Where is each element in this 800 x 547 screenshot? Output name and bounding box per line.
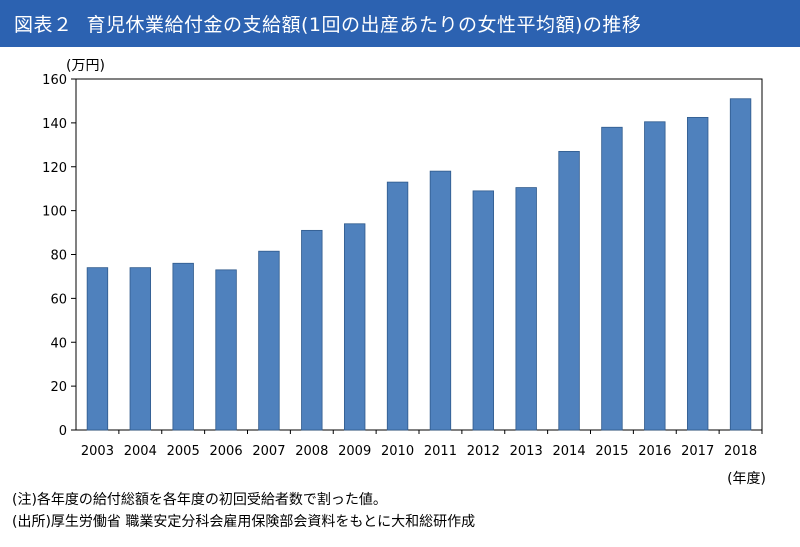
y-tick-label-7: 140 — [42, 117, 67, 132]
x-tick-label-2003: 2003 — [81, 444, 114, 459]
x-tick-label-2013: 2013 — [510, 444, 543, 459]
x-tick-label-2009: 2009 — [338, 444, 371, 459]
y-tick-label-1: 20 — [50, 380, 67, 395]
note-text: (注)各年度の給付総額を各年度の初回受給者数で割った値。 — [12, 492, 387, 508]
y-tick-label-8: 160 — [42, 73, 67, 88]
y-tick-label-4: 80 — [50, 249, 67, 264]
bar-chart: (万円) (年度) 0 20 40 60 80 100 120 140 160 2003 2004 2… — [42, 58, 766, 487]
bar-2003 — [86, 267, 109, 431]
figure-label: 図表２ — [14, 14, 73, 36]
bar-2012 — [472, 190, 495, 431]
bar-2004 — [129, 267, 152, 431]
x-tick-label-2012: 2012 — [467, 444, 500, 459]
y-tick-label-5: 100 — [42, 205, 67, 220]
x-tick-label-2006: 2006 — [210, 444, 243, 459]
notes: (注)各年度の給付総額を各年度の初回受給者数で割った値。 (出所)厚生労働省 職… — [12, 489, 475, 533]
source-text: (出所)厚生労働省 職業安定分科会雇用保険部会資料をもとに大和総研作成 — [12, 514, 476, 530]
x-tick-label-2014: 2014 — [553, 444, 586, 459]
bar-2016 — [644, 121, 666, 431]
x-axis-unit-label: (年度) — [727, 471, 766, 487]
bar-2014 — [558, 150, 580, 431]
bar-2006 — [215, 269, 237, 431]
plot-area: 0 20 40 60 80 100 120 140 160 2003 2004 2005 2006 200… — [42, 73, 763, 459]
bar-2015 — [601, 126, 623, 431]
y-axis-unit-label: (万円) — [66, 58, 105, 74]
figure-title: 図表２ 育児休業給付金の支給額(1回の出産あたりの女性平均額)の推移 — [0, 0, 800, 47]
x-tick-label-2010: 2010 — [381, 444, 414, 459]
y-tick-label-3: 60 — [50, 292, 67, 307]
bar-2009 — [343, 223, 366, 431]
y-tick-label-0: 0 — [59, 424, 67, 439]
figure-title-text: 育児休業給付金の支給額(1回の出産あたりの女性平均額)の推移 — [86, 14, 642, 36]
x-tick-label-2007: 2007 — [252, 444, 285, 459]
bar-2005 — [172, 262, 194, 431]
x-tick-label-2015: 2015 — [595, 444, 628, 459]
bar-2013 — [515, 187, 537, 431]
bar-2008 — [301, 229, 323, 431]
x-tick-label-2016: 2016 — [638, 444, 671, 459]
bar-2017 — [686, 116, 709, 431]
y-tick-label-2: 40 — [50, 336, 67, 351]
x-tick-label-2005: 2005 — [167, 444, 200, 459]
bar-2007 — [258, 250, 280, 431]
x-tick-label-2017: 2017 — [681, 444, 714, 459]
x-tick-label-2011: 2011 — [424, 444, 457, 459]
y-tick-label-6: 120 — [42, 161, 67, 176]
x-tick-label-2004: 2004 — [124, 444, 157, 459]
x-tick-label-2018: 2018 — [724, 444, 757, 459]
bar-2010 — [386, 181, 409, 431]
bar-2018 — [729, 98, 752, 431]
bar-2011 — [429, 170, 452, 431]
x-tick-label-2008: 2008 — [295, 444, 328, 459]
